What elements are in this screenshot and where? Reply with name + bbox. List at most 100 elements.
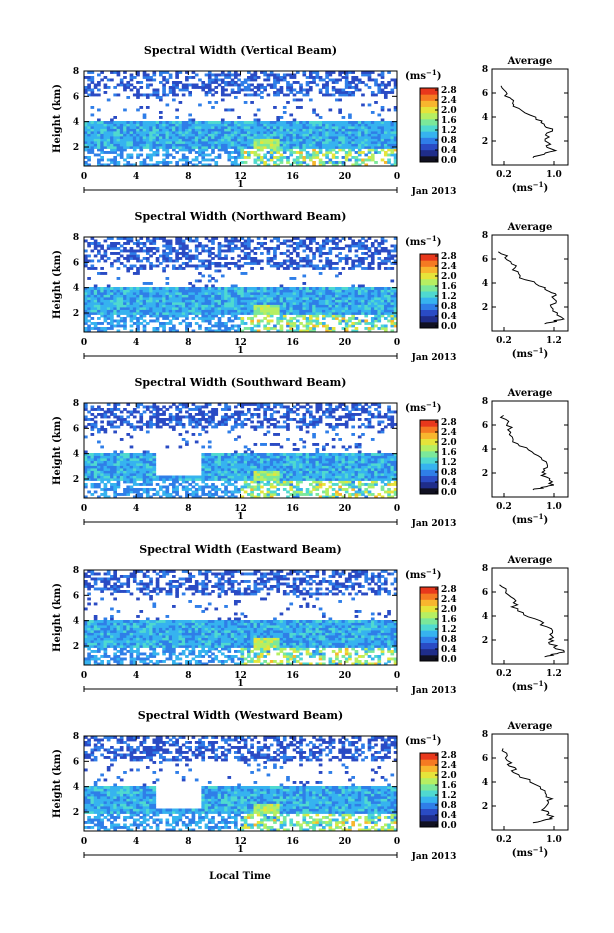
heatmap-cell [241,300,245,303]
heatmap-cell [205,493,209,496]
heatmap-cell [247,317,251,320]
heatmap-cell [188,250,192,253]
heatmap-cell [146,126,150,129]
heatmap-cell [329,79,333,82]
heatmap-cell [182,149,186,152]
heatmap-cell [208,295,212,298]
date-label: Jan 2013 [411,187,457,197]
heatmap-cell [270,141,274,144]
heatmap-cell [390,89,394,92]
heatmap-cell [221,257,225,260]
heatmap-cell [143,146,147,149]
heatmap-cell [257,76,261,79]
heatmap-cell [208,81,212,84]
heatmap-cell [237,79,241,82]
heatmap-cell [162,121,166,124]
heatmap-cell [329,267,333,270]
heatmap-cell [152,327,156,330]
heatmap-cell [113,116,117,119]
heatmap-cell [293,131,297,134]
heatmap-cell [113,320,117,323]
heatmap-cell [244,312,248,315]
heatmap-cell [126,156,130,159]
heatmap-cell [87,144,91,147]
day-label: 1 [237,180,243,190]
heatmap-cell [211,300,215,303]
heatmap-cell [201,463,205,466]
heatmap-cell [289,265,293,268]
heatmap-cell [348,295,352,298]
heatmap-cell [211,106,215,109]
heatmap-cell [224,76,228,79]
heatmap-cell [234,312,238,315]
heatmap-cell [244,136,248,139]
heatmap-cell [185,255,189,258]
heatmap-cell [329,151,333,154]
heatmap-cell [113,476,117,479]
heatmap-cell [208,280,212,283]
colorbar-tick-label: 1.2 [441,292,457,302]
heatmap-cell [117,456,121,459]
heatmap-cell [293,94,297,97]
heatmap-cell [241,154,245,157]
x-tick-label: 16 [286,338,299,348]
heatmap-cell [374,134,378,137]
heatmap-cell [123,146,127,149]
heatmap-cell [87,129,91,132]
heatmap-cell [104,84,108,87]
heatmap-cell [159,99,163,102]
heatmap-cell [126,466,130,469]
heatmap-cell [208,468,212,471]
heatmap-cell [84,141,88,144]
heatmap-cell [143,471,147,474]
heatmap-cell [241,81,245,84]
heatmap-cell [166,446,170,449]
heatmap-cell [254,290,258,293]
heatmap-cell [123,144,127,147]
heatmap-cell [302,312,306,315]
heatmap-cell [179,476,183,479]
heatmap-cell [143,257,147,260]
heatmap-cell [205,478,209,481]
colorbar-unit-exp: −1 [426,68,437,77]
heatmap-cell [289,91,293,94]
heatmap-cell [159,476,163,479]
heatmap-cell [185,149,189,152]
heatmap-cell [286,245,290,248]
heatmap-cell [309,89,313,92]
heatmap-cell [133,305,137,308]
heatmap-cell [198,126,202,129]
heatmap-cell [143,476,147,479]
heatmap-cell [315,290,319,293]
heatmap-cell [263,305,267,308]
heatmap-cell [201,302,205,305]
heatmap-cell [302,94,306,97]
heatmap-cell [146,493,150,496]
heatmap-cell [166,124,170,127]
heatmap-cell [192,476,196,479]
heatmap-cell [214,129,218,132]
heatmap-cell [283,141,287,144]
heatmap-cell [377,91,381,94]
heatmap-cell [286,300,290,303]
heatmap-cell [381,292,385,295]
heatmap-cell [188,421,192,424]
heatmap-cell [107,247,111,250]
heatmap-cell [244,245,248,248]
heatmap-cell [231,124,235,127]
heatmap-cell [276,287,280,290]
heatmap-cell [179,139,183,142]
heatmap-cell [166,305,170,308]
heatmap-cell [130,267,134,270]
heatmap-cell [335,131,339,134]
colorbar-tick-label: 0.4 [441,146,457,156]
heatmap-cell [280,315,284,318]
heatmap-cell [179,423,183,426]
heatmap-cell [166,290,170,293]
heatmap-cell [162,295,166,298]
heatmap-cell [377,287,381,290]
heatmap-cell [381,250,385,253]
heatmap-cell [312,292,316,295]
heatmap-cell [332,310,336,313]
heatmap-cell [104,491,108,494]
